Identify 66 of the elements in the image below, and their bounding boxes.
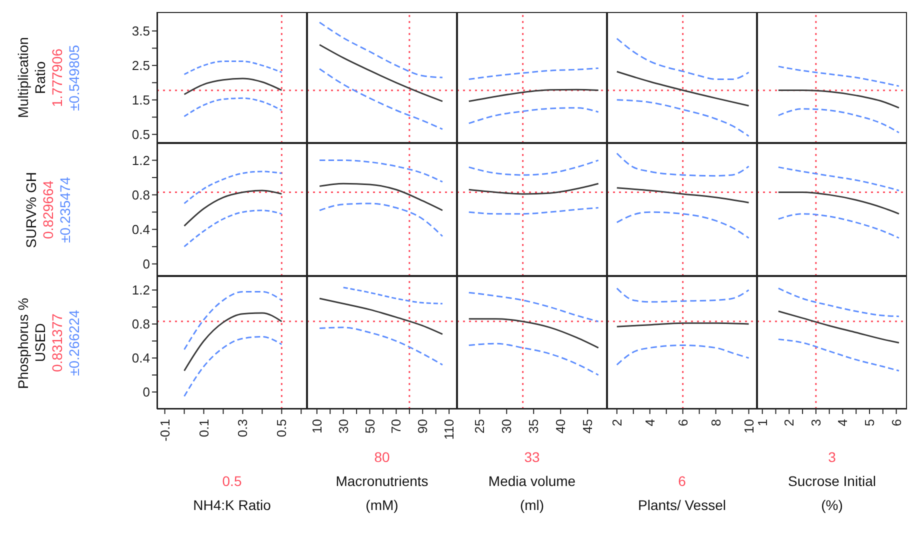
- x-tick-label: 4: [835, 419, 850, 426]
- ref-line-label: 1.777906: [48, 47, 66, 109]
- y-tick-label: 0.8: [132, 187, 150, 202]
- x-axis-title: Plants/ Vessel: [637, 496, 727, 515]
- x-axis-title: Media volume (ml): [487, 472, 577, 515]
- x-tick-label: 0.1: [196, 419, 212, 438]
- x-tick-label: 3: [808, 419, 824, 426]
- ref-line-label: 80: [374, 448, 390, 467]
- x-axis-title: NH4:K Ratio: [192, 496, 272, 515]
- x-tick-label: 30: [336, 419, 351, 434]
- line-series: [184, 78, 282, 96]
- x-tick-label: 6: [675, 419, 690, 426]
- x-tick-label: 110: [442, 419, 457, 440]
- x-tick-label: 5: [862, 419, 877, 426]
- line-series: [184, 170, 282, 204]
- y-axis-title: SURV% GH: [23, 170, 40, 250]
- x-tick-label: 2: [609, 419, 624, 426]
- x-tick-label: 40: [553, 419, 568, 434]
- line-series: [184, 97, 282, 118]
- ref-line-label: 0.831377: [48, 312, 66, 374]
- line-series: [184, 190, 282, 227]
- x-tick-label: 6: [888, 419, 904, 426]
- y-tick-label: 1.5: [132, 92, 150, 108]
- y-tick-label: 1.2: [132, 152, 150, 168]
- y-tick-label: 0: [142, 384, 150, 400]
- line-series: [184, 290, 282, 350]
- y-tick-label: 1.2: [132, 282, 150, 298]
- x-tick-label: 35: [526, 419, 542, 434]
- x-tick-label: 90: [415, 419, 430, 434]
- y-axis-title: Multiplication Ratio: [14, 36, 48, 120]
- x-axis-title: Macronutrients (mM): [334, 472, 430, 515]
- x-tick-label: 0.3: [235, 419, 250, 438]
- x-tick-label: 4: [642, 419, 658, 426]
- x-tick-label: 2: [782, 419, 797, 426]
- y-tick-label: 0.8: [132, 316, 150, 332]
- x-tick-label: 10: [309, 419, 324, 434]
- x-tick-label: 25: [472, 419, 488, 434]
- y-tick-label: 2.5: [132, 58, 150, 74]
- line-series: [184, 210, 282, 248]
- x-tick-label: 10: [741, 419, 756, 434]
- x-axis-title: Sucrose Initial (%): [787, 472, 877, 515]
- line-series: [184, 312, 282, 372]
- text: ±0.266224: [66, 308, 82, 378]
- y-tick-label: 0.5: [132, 126, 150, 142]
- x-tick-label: 30: [499, 419, 514, 434]
- x-tick-label: 70: [388, 419, 404, 434]
- line-series: [184, 336, 282, 397]
- x-tick-label: 1: [754, 419, 770, 426]
- ref-line-label: 3: [828, 448, 836, 467]
- ref-line-label: 0.829664: [40, 179, 57, 241]
- x-tick-label: 50: [362, 419, 378, 434]
- line-series: [184, 60, 282, 76]
- y-tick-label: 0: [142, 256, 150, 272]
- text: ±0.549805: [66, 43, 82, 113]
- text: ±0.235474: [57, 175, 74, 245]
- y-tick-label: 0.4: [132, 350, 150, 366]
- ref-line-label: 33: [524, 448, 540, 467]
- x-tick-label: -0.1: [157, 419, 172, 442]
- ref-line-label: 0.5: [222, 472, 242, 491]
- y-tick-label: 0.4: [132, 222, 150, 237]
- x-tick-label: 45: [580, 419, 596, 434]
- x-tick-label: 8: [708, 419, 724, 426]
- ref-line-label: 6: [678, 472, 686, 491]
- y-tick-label: 3.5: [132, 24, 150, 39]
- x-tick-label: 0.5: [274, 419, 290, 438]
- y-axis-title: Phosphorus % USED: [14, 296, 48, 390]
